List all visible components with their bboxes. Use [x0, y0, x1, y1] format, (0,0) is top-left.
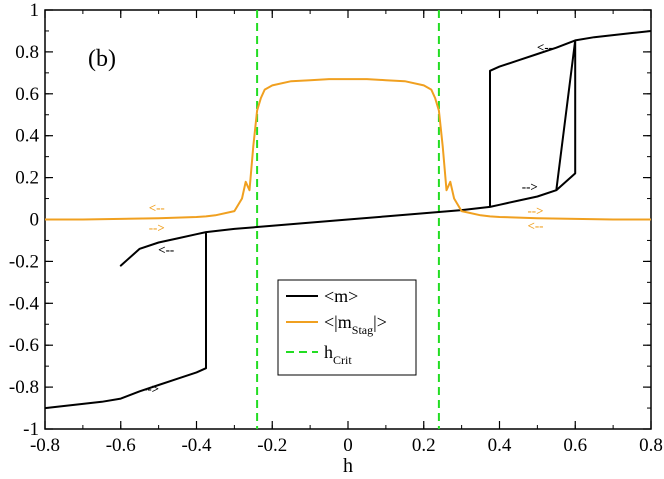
sweep-arrow-label: <--: [527, 218, 543, 233]
legend-label-m: <m>: [324, 286, 358, 306]
sweep-arrow-label: -->: [149, 220, 165, 235]
y-tick-label: 0.2: [15, 168, 39, 189]
sweep-arrow-label: -->: [522, 179, 538, 194]
x-tick-label: 0.8: [639, 435, 663, 456]
x-tick-label: -0.8: [30, 435, 60, 456]
x-axis-title: h: [343, 455, 353, 477]
legend-label-hcrit: hCrit: [324, 342, 352, 367]
y-tick-label: 0.6: [15, 84, 39, 105]
y-tick-label: -0.2: [9, 251, 39, 272]
y-tick-label: -0.4: [9, 293, 40, 314]
x-tick-label: -0.4: [181, 435, 212, 456]
y-tick-label: 0.8: [15, 42, 39, 63]
sweep-arrow-label: <--: [537, 40, 553, 55]
x-tick-label: 0.2: [412, 435, 436, 456]
axis-ticks: -0.8 -0.6 -0.4 -0.2 0 0.2 0.4 0.6 0.8-1-0.8-0.6-…: [9, 0, 663, 456]
legend: <m> <|mStag|> hCrit: [277, 279, 417, 376]
sweep-arrow-label: -->: [143, 381, 159, 396]
series-magnetization-line: [44, 30, 652, 410]
y-tick-label: 0.4: [15, 126, 39, 147]
y-tick-label: -1: [23, 419, 39, 440]
data-series: [44, 30, 652, 410]
series-staggered-magnetization-line: [45, 78, 651, 221]
x-tick-label: 0: [343, 435, 353, 456]
x-tick-label: 0.6: [563, 435, 587, 456]
sweep-arrow-label: -->: [527, 203, 543, 218]
panel-label: (b): [88, 46, 116, 72]
legend-label-mstag: <|mStag|>: [324, 312, 387, 337]
critical-field-lines: [256, 10, 440, 429]
y-tick-label: -0.8: [9, 377, 39, 398]
sweep-arrow-label: <--: [158, 242, 174, 257]
x-tick-label: 0.4: [488, 435, 512, 456]
y-tick-label: 1: [30, 0, 40, 21]
y-tick-label: -0.6: [9, 335, 39, 356]
sweep-arrow-label: <--: [149, 200, 165, 215]
y-tick-label: 0: [30, 210, 40, 231]
x-tick-label: -0.2: [257, 435, 287, 456]
x-tick-label: -0.6: [106, 435, 136, 456]
sweep-direction-annotations: <----><----><---->--><--: [143, 40, 553, 396]
